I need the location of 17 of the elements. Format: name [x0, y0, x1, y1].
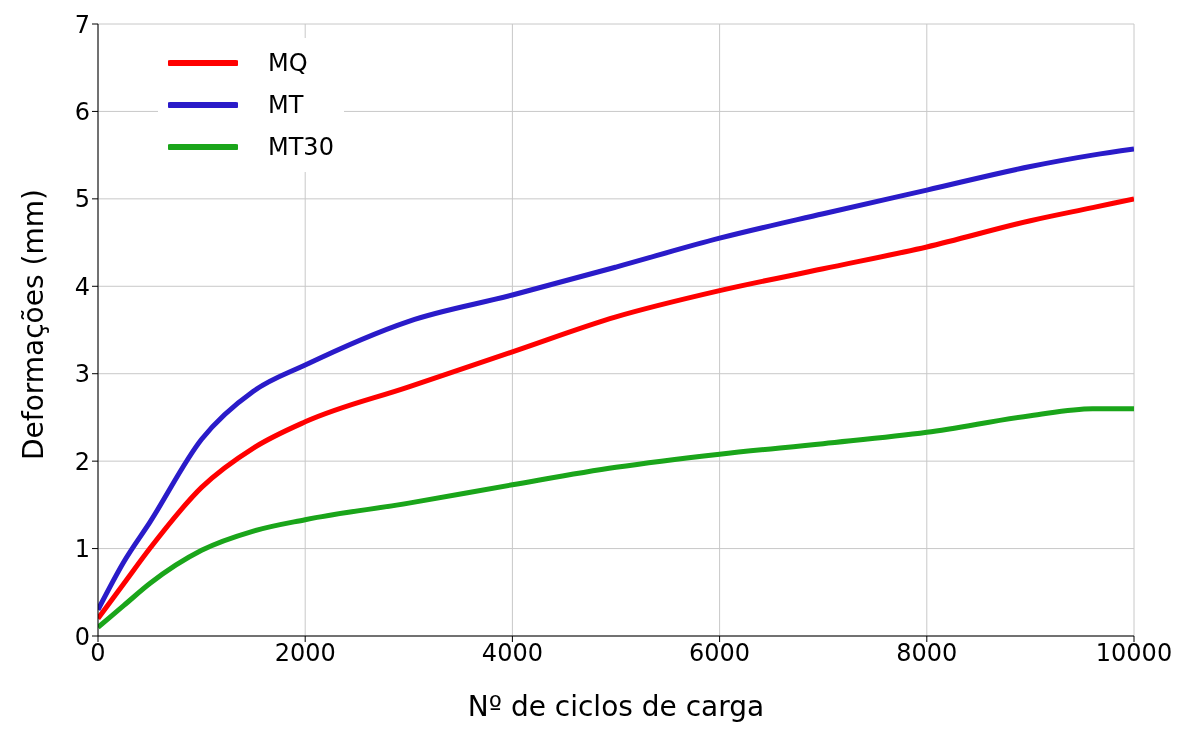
- y-tick-label: 4: [74, 272, 90, 301]
- x-axis-title: Nº de ciclos de carga: [467, 690, 765, 723]
- y-tick-label: 6: [74, 97, 90, 126]
- y-tick-label: 2: [74, 447, 90, 476]
- x-tick-label: 4000: [481, 639, 543, 668]
- y-axis-title: Deformações (mm): [16, 189, 50, 460]
- legend-label: MQ: [268, 49, 308, 77]
- legend-label: MT30: [268, 133, 334, 161]
- x-tick-label: 8000: [896, 639, 958, 668]
- y-tick-label: 7: [74, 10, 90, 39]
- y-tick-label: 3: [74, 360, 90, 389]
- x-tick-label: 10000: [1095, 639, 1173, 668]
- x-tick-label: 2000: [274, 639, 336, 668]
- y-tick-label: 1: [74, 535, 90, 564]
- x-tick-label: 6000: [689, 639, 751, 668]
- legend-label: MT: [268, 91, 304, 119]
- y-tick-label: 5: [74, 185, 90, 214]
